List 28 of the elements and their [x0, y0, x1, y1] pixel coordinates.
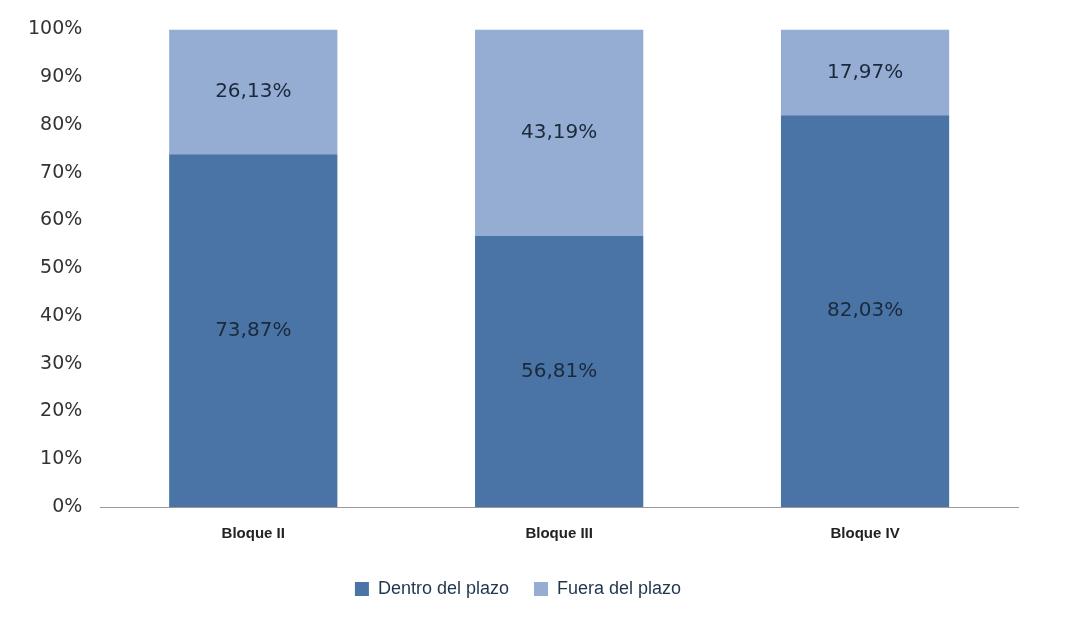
x-tick-label: Bloque III [525, 524, 593, 542]
y-tick-label: 20% [40, 398, 83, 421]
x-tick-label: Bloque IV [830, 524, 900, 542]
y-tick-label: 60% [40, 207, 83, 230]
y-tick-label: 30% [40, 350, 83, 373]
data-label: 17,97% [826, 58, 904, 83]
bar [780, 29, 950, 116]
data-label: 43,19% [521, 118, 598, 143]
y-tick-label: 40% [40, 302, 83, 325]
y-tick-label: 90% [40, 64, 83, 87]
y-tick-label: 80% [40, 111, 83, 134]
legend-label: Dentro del plazo [377, 577, 510, 598]
data-label: 73,87% [215, 316, 292, 341]
y-tick-label: 0% [52, 493, 83, 516]
y-tick-label: 50% [40, 255, 83, 278]
data-label: 56,81% [521, 357, 598, 382]
y-tick-label: 70% [40, 159, 83, 182]
bar [475, 235, 644, 507]
y-tick-label: 100% [27, 16, 83, 39]
data-label: 82,03% [826, 297, 904, 322]
data-label: 26,13% [215, 78, 292, 102]
bar [169, 154, 338, 507]
y-tick-label: 10% [40, 446, 83, 469]
bar [780, 115, 950, 507]
bar [169, 29, 338, 155]
bar [475, 29, 644, 236]
legend-label: Fuera del plazo [557, 577, 682, 598]
x-tick-label: Bloque II [221, 524, 285, 542]
